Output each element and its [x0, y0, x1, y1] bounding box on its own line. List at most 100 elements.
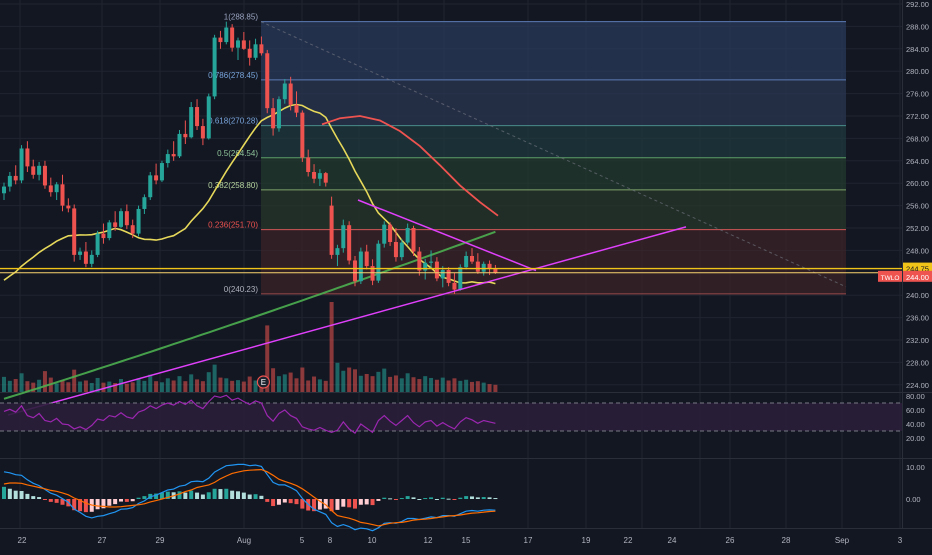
volume-bar: [171, 380, 176, 392]
candle-body: [440, 270, 445, 279]
candle-body: [165, 154, 170, 164]
volume-bar: [136, 378, 141, 392]
price-tick-label: 252.00: [906, 224, 929, 233]
macd-tick-label: 0.00: [906, 495, 921, 504]
candle-body: [119, 211, 123, 227]
candle-body: [247, 48, 252, 58]
volume-bar: [83, 380, 88, 392]
rsi-line: [3, 394, 496, 434]
volume-bar: [405, 373, 410, 392]
candle-body: [48, 185, 53, 193]
candle-body: [142, 197, 147, 209]
trendlines[interactable]: [7, 199, 687, 416]
candle-body: [13, 175, 18, 181]
volume-bar: [142, 380, 147, 392]
volume-bar: [212, 364, 217, 392]
macd-histogram-bar: [200, 494, 205, 499]
macd-histogram-bar: [159, 492, 164, 499]
volume-bar: [423, 376, 428, 392]
macd-histogram-bar: [481, 497, 486, 499]
rsi-band: [0, 403, 902, 431]
candle-body: [224, 27, 229, 43]
candle-body: [458, 267, 463, 290]
candle-body: [42, 165, 47, 186]
volume-bar: [335, 362, 340, 392]
macd-line: [3, 463, 496, 532]
macd-histogram-bar: [288, 499, 293, 504]
candle-body: [405, 228, 410, 243]
candle-body: [294, 104, 299, 113]
candle-body: [423, 262, 428, 271]
macd-histogram-bar: [493, 498, 498, 500]
trendline-resistance: [357, 199, 537, 272]
price-badge-label: 244.75: [906, 265, 929, 274]
volume-bar: [370, 376, 375, 392]
candle-body: [19, 148, 24, 181]
rsi-tick-label: 60.00: [906, 406, 925, 415]
macd-histogram-bar: [25, 493, 30, 499]
macd-histogram-bar: [142, 496, 147, 499]
volume-bar: [31, 382, 36, 392]
volume-bar: [276, 376, 281, 392]
macd-histogram-bar: [475, 497, 480, 499]
volume-bar: [475, 381, 480, 392]
macd-panel[interactable]: [2, 463, 498, 532]
volume-bar: [247, 376, 252, 392]
volume-bar: [159, 382, 164, 392]
macd-histogram-bar: [294, 499, 299, 505]
candle-body: [470, 256, 474, 262]
time-axis[interactable]: 22 27 29 Aug 5 8 10 12 15 17 19 22 24 26 28 Sep 3: [18, 536, 903, 545]
candle-body: [159, 163, 164, 181]
price-tick-label: 256.00: [906, 202, 929, 211]
macd-histogram-bar: [48, 499, 53, 502]
candle-body: [200, 126, 205, 139]
candle-body: [101, 233, 106, 239]
fib-band: [261, 79, 846, 126]
macd-histogram-bar: [78, 499, 83, 512]
volume-bar: [323, 380, 328, 392]
volume-bar: [241, 381, 246, 392]
macd-histogram-bar: [107, 499, 112, 506]
candle-body: [25, 148, 30, 167]
price-tick-label: 276.00: [906, 90, 929, 99]
candle-body: [37, 165, 42, 175]
macd-histogram-bar: [429, 497, 434, 499]
volume-bar: [66, 382, 71, 392]
price-tick-label: 260.00: [906, 179, 929, 188]
volume-bar: [130, 382, 135, 392]
time-tick-label: 22: [624, 536, 633, 545]
volume-bar: [224, 378, 229, 392]
rsi-panel[interactable]: [0, 394, 902, 434]
price-tick-label: 288.00: [906, 22, 929, 31]
macd-histogram-bar: [101, 499, 106, 509]
fibonacci-retracement[interactable]: 1(288.85)0.786(278.45)0.618(270.28)0.5(2…: [208, 13, 847, 295]
macd-histogram-bar: [487, 497, 492, 499]
price-tick-label: 272.00: [906, 112, 929, 121]
macd-histogram-bar: [353, 499, 357, 509]
macd-histogram-bar: [411, 497, 416, 499]
macd-histogram-bar: [119, 499, 123, 502]
candle-body: [66, 205, 71, 209]
volume-bar: [411, 377, 416, 392]
macd-histogram-bar: [247, 494, 252, 499]
trend-projection-line: [260, 21, 847, 288]
macd-histogram-bar: [434, 499, 439, 500]
time-tick-label: 24: [668, 536, 677, 545]
candle-body: [323, 173, 328, 183]
time-tick-label: 26: [726, 536, 735, 545]
volume-bar: [329, 302, 334, 392]
price-badge-label: 244.00: [906, 273, 929, 282]
candle-body: [429, 261, 434, 263]
price-lines: [0, 267, 902, 274]
price-axis[interactable]: 292.00 288.00 284.00 280.00 276.00 272.00 268.…: [878, 0, 932, 504]
volume-bar: [452, 378, 457, 392]
price-tick-label: 280.00: [906, 67, 929, 76]
candle-body: [335, 248, 340, 255]
macd-histogram-bar: [189, 490, 194, 499]
macd-histogram-bar: [376, 499, 381, 501]
macd-histogram-bar: [37, 497, 42, 499]
candle-body: [288, 83, 293, 105]
candlesticks[interactable]: [2, 21, 498, 294]
